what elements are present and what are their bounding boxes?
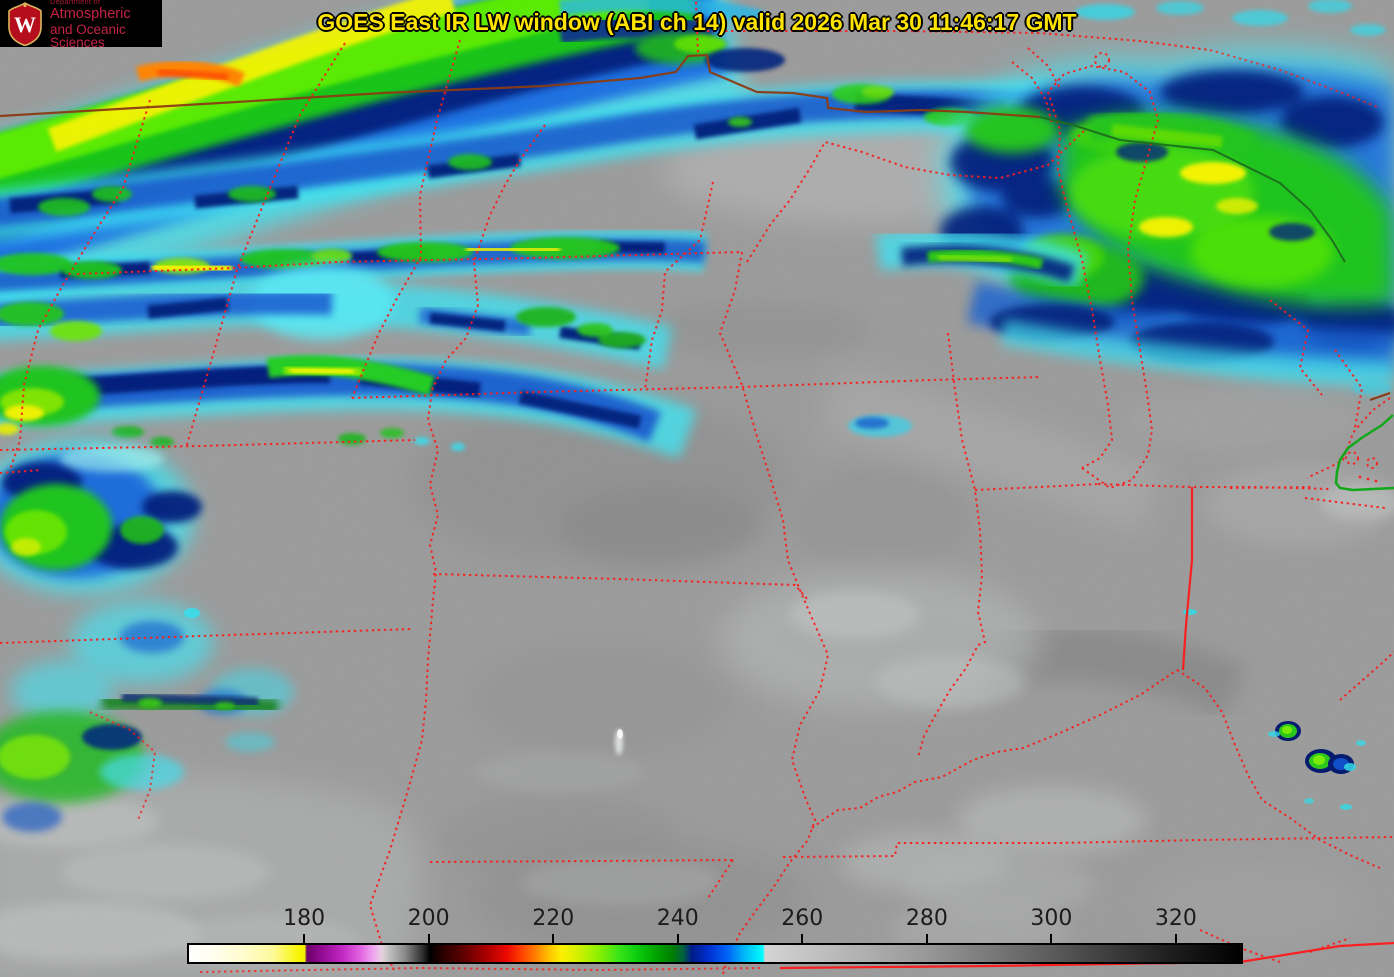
uw-aos-logo: W Department of Atmospheric and Oceanic … xyxy=(0,0,162,50)
colorbar-tick-mark xyxy=(427,934,430,943)
colorbar-tick-label: 180 xyxy=(283,906,326,931)
logo-line-2: and Oceanic Sciences xyxy=(50,21,126,50)
colorbar-tick-mark xyxy=(676,934,679,943)
colorbar-tick-label: 240 xyxy=(656,906,699,931)
logo-dept-line: Department of xyxy=(50,0,101,6)
road-line xyxy=(0,53,1041,119)
colorbar-tick-mark xyxy=(801,934,804,943)
svg-text:W: W xyxy=(14,12,36,37)
colorbar-tick-label: 280 xyxy=(905,906,948,931)
uw-crest-icon: W xyxy=(8,1,42,46)
solid-boundaries xyxy=(0,53,1394,970)
colorbar-tick-label: 260 xyxy=(781,906,824,931)
lake-erie-shore-line xyxy=(1334,414,1394,492)
colorbar-tick-label: 300 xyxy=(1030,906,1073,931)
lake-shore-line-dark xyxy=(1039,116,1346,263)
colorbar-tick-label: 200 xyxy=(407,906,450,931)
colorbar-tick-label: 220 xyxy=(532,906,575,931)
colorbar-gradient xyxy=(187,943,1243,964)
image-title: GOES East IR LW window (ABI ch 14) valid… xyxy=(317,9,1077,35)
colorbar-tick-label: 320 xyxy=(1154,906,1197,931)
colorbar-tick-mark xyxy=(303,934,306,943)
temperature-colorbar: 180 200 220 240 260 280 300 320 xyxy=(187,905,1243,967)
logo-line-1: Atmospheric xyxy=(50,6,131,22)
colorbar-tick-mark xyxy=(925,934,928,943)
colorbar-tick-mark xyxy=(552,934,555,943)
colorbar-tick-mark xyxy=(1050,934,1053,943)
colorbar-tick-mark xyxy=(1174,934,1177,943)
